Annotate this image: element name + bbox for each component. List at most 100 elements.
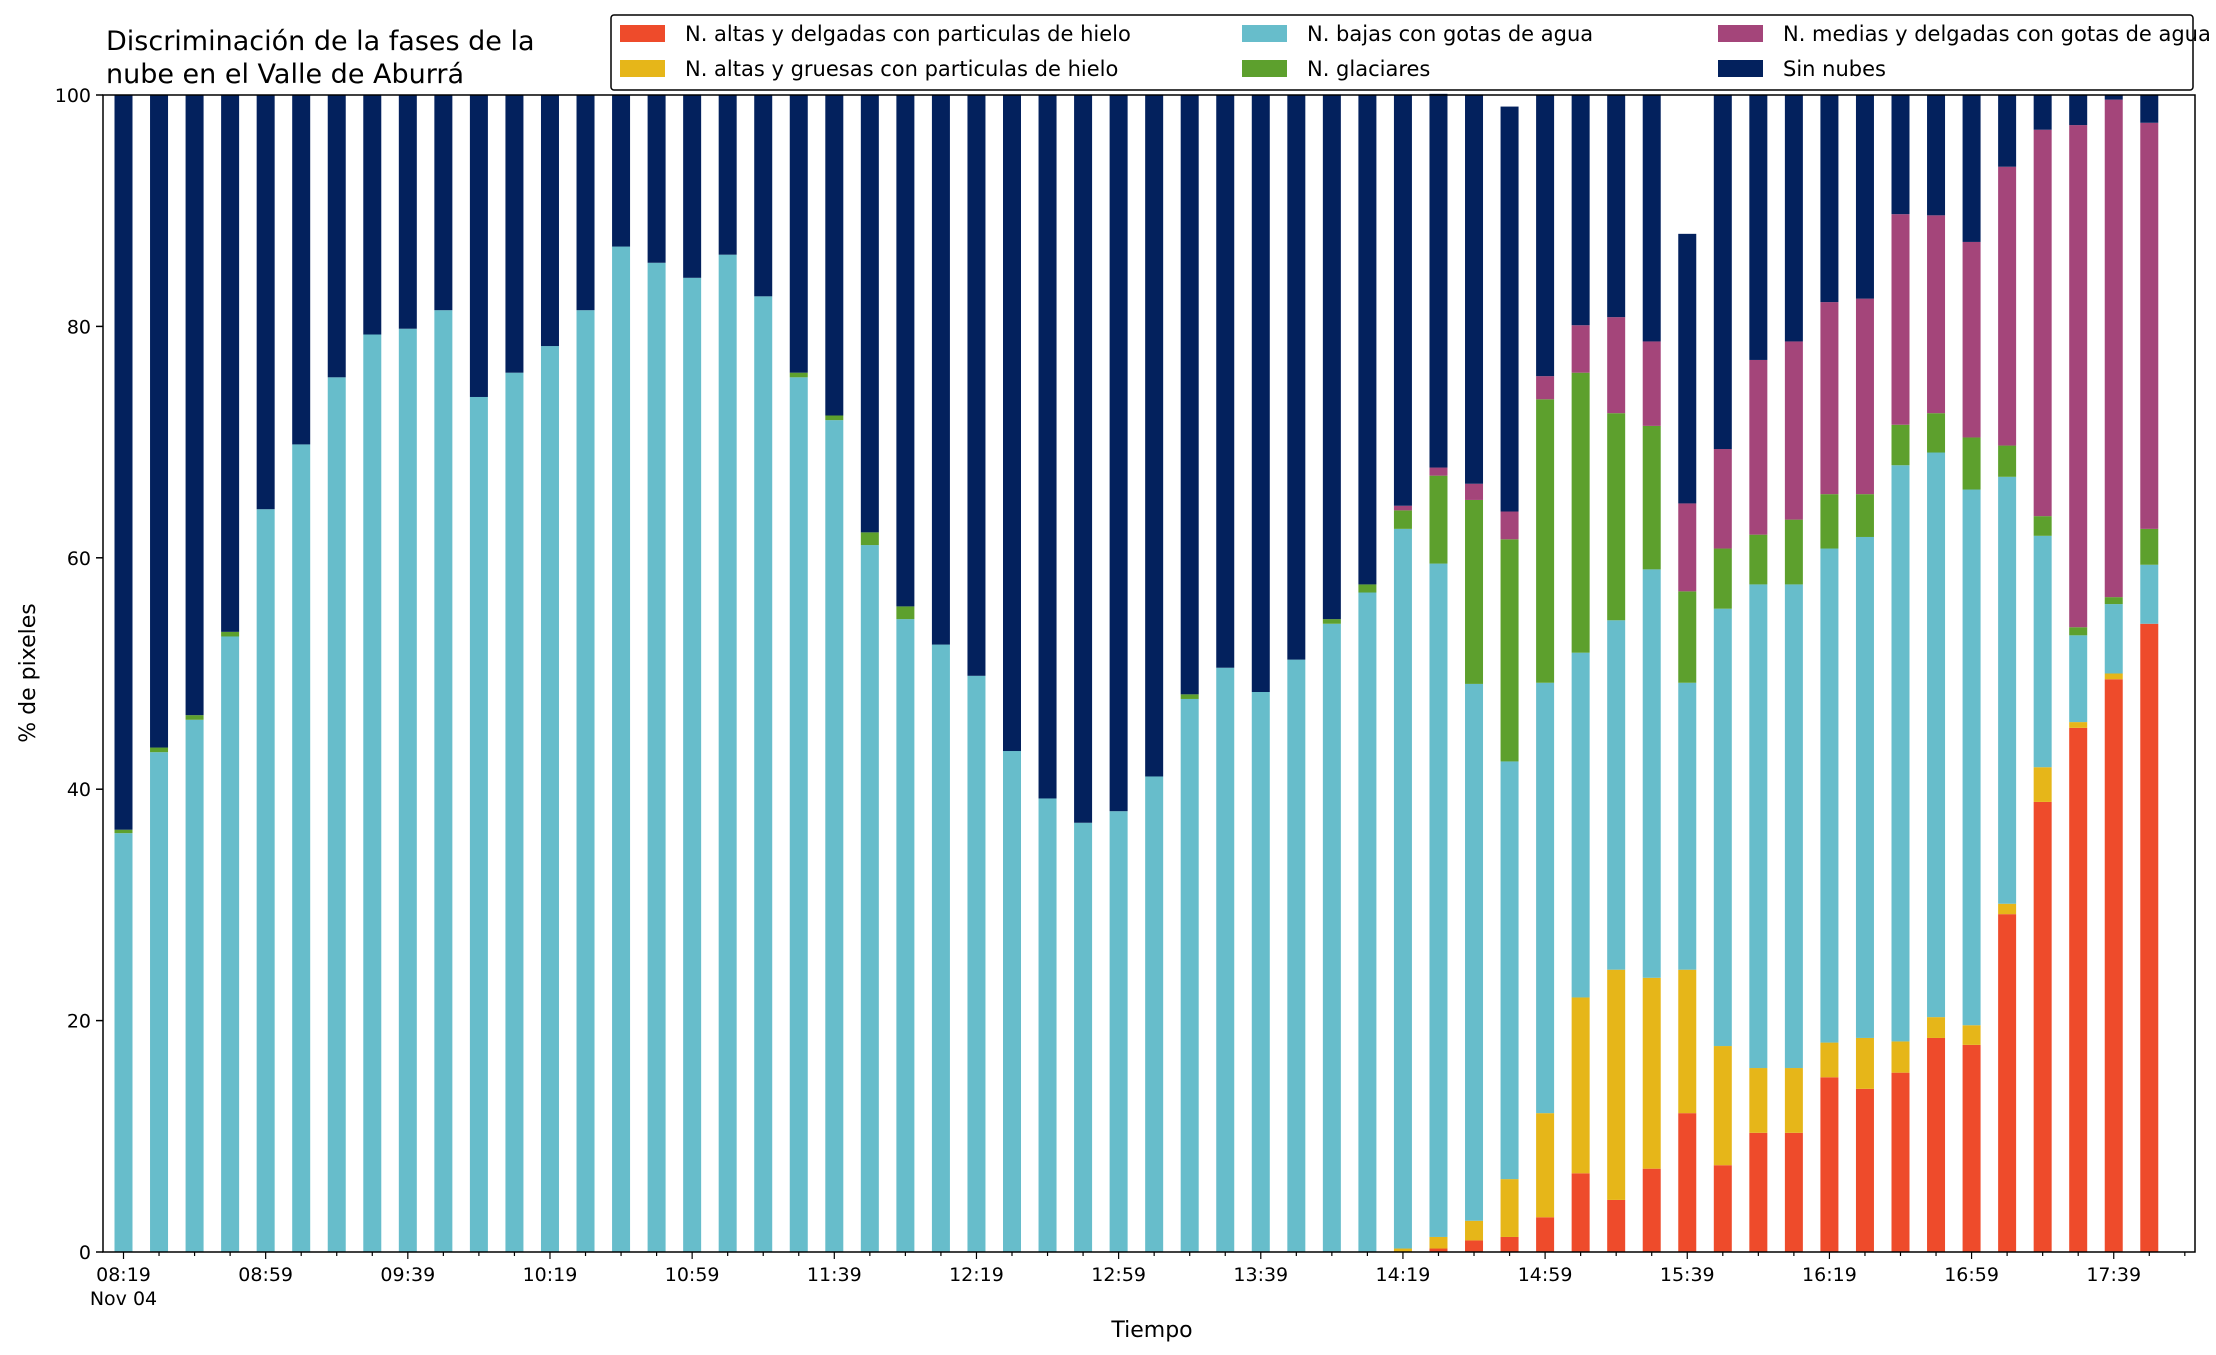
bar-segment-s1-40 [1536, 1113, 1555, 1218]
bar-segment-s2-43 [1642, 569, 1661, 978]
bar-segment-s0-57 [2140, 623, 2159, 1252]
bar-segment-s5-36 [1393, 95, 1412, 506]
bar-segment-s0-43 [1642, 1168, 1661, 1252]
bar-segment-s1-39 [1500, 1179, 1519, 1237]
bar-segment-s2-3 [221, 636, 240, 1252]
bar-segment-s1-41 [1571, 997, 1590, 1174]
bar-segment-s5-55 [2069, 95, 2088, 126]
y-tick-label: 100 [55, 85, 91, 107]
bar-segment-s0-54 [2033, 801, 2052, 1252]
bar-segment-s1-54 [2033, 767, 2052, 802]
bar-segment-s5-24 [967, 95, 986, 676]
bar-segment-s2-19 [789, 377, 808, 1252]
bar-segment-s2-15 [647, 262, 666, 1252]
x-tick-label: 13:39 [1233, 1264, 1288, 1286]
bar-segment-s2-20 [825, 420, 844, 1252]
bar-segment-s5-49 [1855, 95, 1874, 299]
bar-segment-s3-42 [1607, 413, 1626, 621]
bar-segment-s2-11 [505, 372, 524, 1252]
bar-segment-s1-43 [1642, 977, 1661, 1169]
bar-segment-s3-55 [2069, 627, 2088, 636]
bar-segment-s2-14 [612, 246, 631, 1252]
bar-segment-s5-41 [1571, 95, 1590, 326]
bar-segment-s2-0 [114, 833, 133, 1252]
bar-segment-s2-41 [1571, 652, 1590, 998]
legend: N. altas y delgadas con particulas de hi… [610, 14, 2211, 91]
bar-segment-s3-46 [1749, 534, 1768, 585]
legend-swatch-0 [620, 25, 665, 42]
y-tick-label: 80 [67, 316, 91, 338]
bar-segment-s2-29 [1145, 776, 1164, 1252]
bar-segment-s4-48 [1820, 302, 1839, 495]
bar-segment-s4-45 [1713, 449, 1732, 549]
bar-segment-s2-13 [576, 310, 595, 1252]
bar-segment-s4-57 [2140, 122, 2159, 529]
bar-segment-s4-55 [2069, 125, 2088, 628]
bar-segment-s3-49 [1855, 494, 1874, 537]
bar-segment-s0-39 [1500, 1236, 1519, 1252]
bar-segment-s5-44 [1678, 233, 1697, 504]
bar-segment-s4-53 [1998, 166, 2017, 446]
bar-segment-s3-53 [1998, 445, 2017, 477]
bar-segment-s5-53 [1998, 95, 2017, 167]
bar-segment-s0-53 [1998, 914, 2017, 1252]
y-axis: 0 20 40 60 80 100 [55, 85, 103, 1264]
bar-segment-s3-19 [789, 372, 808, 378]
bar-segment-s0-47 [1784, 1132, 1803, 1252]
bar-segment-s5-22 [896, 95, 915, 607]
bar-segment-s2-6 [327, 377, 346, 1252]
bar-segment-s3-45 [1713, 548, 1732, 609]
bar-segment-s3-48 [1820, 494, 1839, 549]
bar-segment-s4-51 [1927, 215, 1946, 414]
bar-segment-s2-32 [1251, 692, 1270, 1252]
bar-segment-s3-3 [221, 631, 240, 637]
bar-segment-s0-45 [1713, 1165, 1732, 1252]
bar-segment-s0-41 [1571, 1173, 1590, 1252]
bar-segment-s5-47 [1784, 95, 1803, 342]
bar-segment-s5-33 [1287, 95, 1306, 660]
bar-segment-s4-47 [1784, 341, 1803, 520]
bar-segment-s5-25 [1003, 95, 1021, 752]
bar-segment-s5-3 [221, 95, 240, 632]
bar-segment-s5-40 [1536, 95, 1555, 377]
bar-segment-s2-16 [683, 277, 702, 1252]
x-axis-label: Tiempo [1110, 1318, 1192, 1343]
x-tick-label: 15:39 [1660, 1264, 1715, 1286]
bar-segment-s5-0 [114, 95, 133, 830]
bar-segment-s0-48 [1820, 1077, 1839, 1252]
bar-segment-s5-34 [1322, 95, 1341, 620]
bar-segment-s3-44 [1678, 591, 1697, 683]
bar-segment-s4-42 [1607, 317, 1626, 414]
bar-segment-s2-52 [1962, 489, 1981, 1026]
bar-segment-s4-38 [1465, 483, 1484, 500]
bar-segment-s2-12 [540, 346, 559, 1252]
bar-segment-s5-51 [1927, 95, 1946, 216]
bar-segment-s5-56 [2104, 95, 2123, 100]
bar-segment-s3-35 [1358, 584, 1377, 593]
bar-segment-s2-30 [1180, 698, 1199, 1252]
bar-segment-s3-1 [150, 747, 169, 753]
bar-segment-s3-51 [1927, 413, 1946, 453]
bar-segment-s5-15 [647, 95, 666, 263]
bar-segment-s0-37 [1429, 1248, 1448, 1252]
bar-segment-s5-43 [1642, 95, 1661, 342]
bar-segment-s2-34 [1322, 623, 1341, 1252]
bar-segment-s5-17 [718, 95, 737, 255]
y-tick-label: 20 [67, 1011, 91, 1033]
bar-segment-s1-37 [1429, 1236, 1448, 1249]
bar-segment-s0-49 [1855, 1088, 1874, 1252]
bar-segment-s5-20 [825, 95, 844, 416]
bar-segment-s5-30 [1180, 95, 1199, 695]
bar-segment-s3-57 [2140, 528, 2159, 565]
chart-title-line-1: Discriminación de la fases de la [106, 26, 535, 57]
bar-segment-s5-23 [931, 95, 950, 645]
bar-segment-s0-40 [1536, 1217, 1555, 1252]
legend-swatch-4 [1718, 25, 1763, 42]
bar-segment-s2-7 [363, 334, 382, 1252]
bar-segment-s3-20 [825, 415, 844, 421]
legend-frame [610, 14, 2194, 91]
bar-segment-s2-57 [2140, 564, 2159, 624]
bar-segment-s5-35 [1358, 95, 1377, 585]
bar-segment-s4-46 [1749, 359, 1768, 535]
